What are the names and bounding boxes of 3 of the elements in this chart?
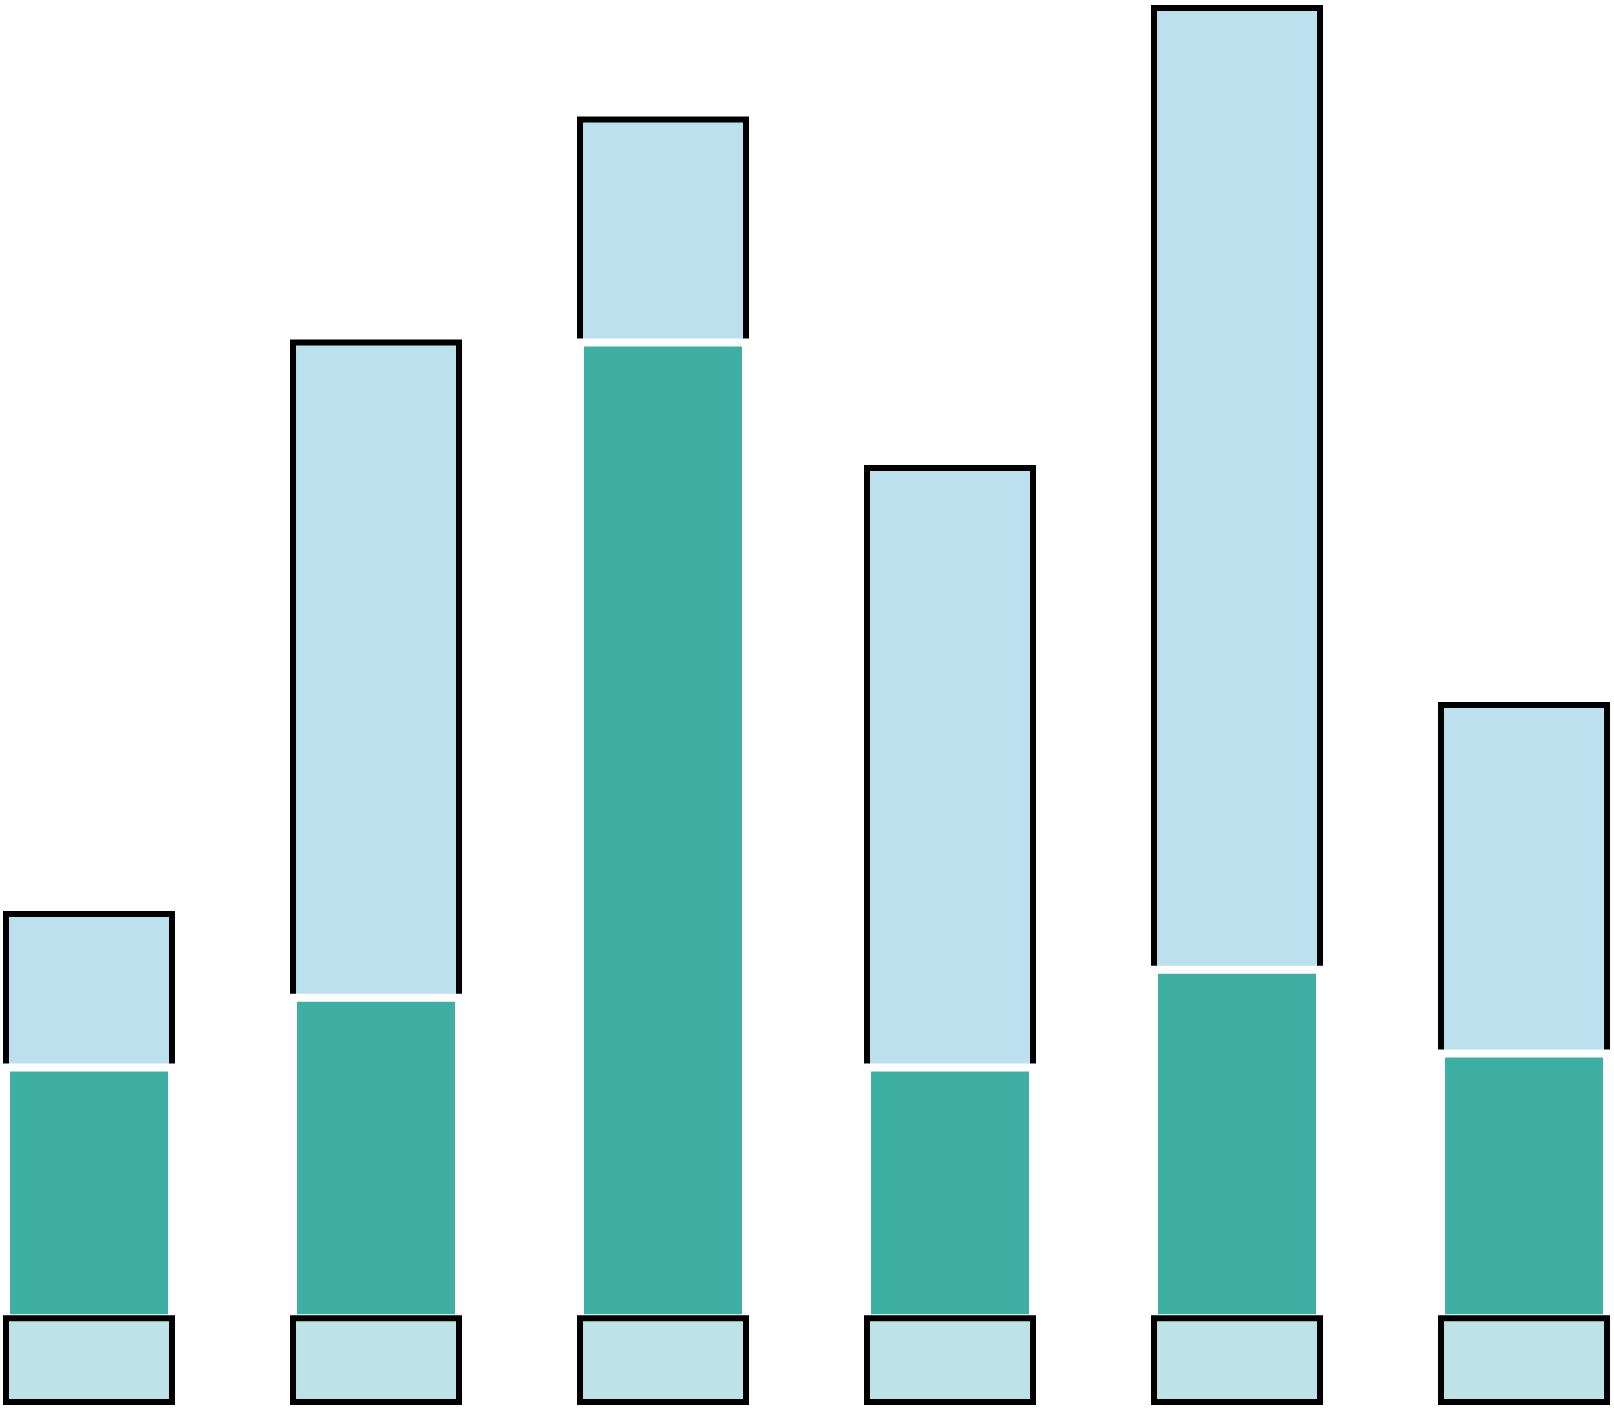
bar (577, 1315, 750, 1405)
bar (290, 1315, 463, 1405)
bar (1151, 1315, 1324, 1405)
